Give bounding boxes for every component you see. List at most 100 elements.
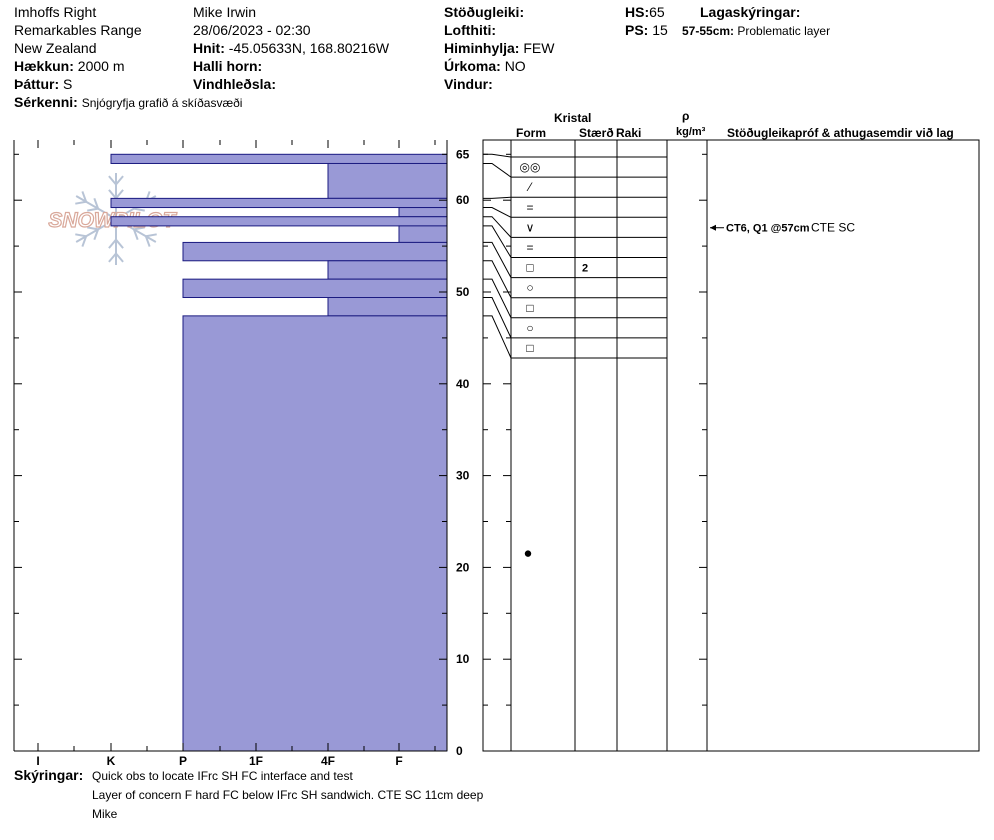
grain-form-icon: ∨ xyxy=(526,220,535,234)
grain-form-icon: ○ xyxy=(526,281,533,295)
aspect-label: Þáttur: xyxy=(14,76,60,92)
hs: HS:65 xyxy=(625,3,665,21)
ps-label: PS: xyxy=(625,22,649,38)
snowflake-branch xyxy=(108,252,117,263)
location-name: Imhoffs Right xyxy=(14,4,97,20)
hardness-layer-bar xyxy=(327,162,448,199)
snowflake-branch xyxy=(75,200,87,205)
precip-label: Úrkoma: xyxy=(444,58,501,74)
grain-form-icon: □ xyxy=(526,301,533,315)
table-frame xyxy=(482,139,980,752)
features-value: Snjógryfja grafið á skíðasvæði xyxy=(81,96,243,110)
grain-size-value: 2 xyxy=(582,263,588,275)
hardness-tick-label: 1F xyxy=(249,754,263,768)
snowflake-branch xyxy=(108,189,117,199)
depth-tick-label: 65 xyxy=(456,147,470,161)
snowflake-branch xyxy=(93,197,100,209)
snowflake-branch xyxy=(93,229,100,241)
snowflake-branch xyxy=(87,226,99,231)
hardness-tick-label: F xyxy=(395,754,402,768)
notes-line-3: Mike xyxy=(92,807,118,821)
snowflake-arm xyxy=(75,218,117,243)
hardness-tick-label: 4F xyxy=(321,754,335,768)
depth-axis: 0 10 20 30 40 50 60 65 xyxy=(14,147,707,758)
precip-value: NO xyxy=(504,58,526,74)
elevation: Hækkun: 2000 m xyxy=(14,57,125,75)
moisture-header: Raki xyxy=(616,126,642,140)
layer-table: ◎◎ ⁄ = ∨ = □ 2 ○ □ ○ □ CT6, Q1 @57cm CTE SC xyxy=(482,139,980,752)
grain-form-icon: ◎◎ xyxy=(520,160,541,174)
aspect: Þáttur: S xyxy=(14,75,72,93)
grain-form-icon: □ xyxy=(526,261,533,275)
range-name: Remarkables Range xyxy=(14,22,142,38)
snowflake-branch xyxy=(115,189,124,199)
hs-value: 65 xyxy=(649,4,665,20)
snowflake-branch xyxy=(115,175,124,186)
snowflake-branch xyxy=(81,235,88,247)
layer-connector-line xyxy=(483,241,512,278)
precipitation: Úrkoma: NO xyxy=(444,57,526,75)
features: Sérkenni: Snjógryfja grafið á skíðasvæði xyxy=(14,93,242,112)
layer-connector-line xyxy=(483,278,512,319)
legend-range: 57-55cm: xyxy=(682,24,735,38)
coords-label: Hnit: xyxy=(193,40,225,56)
density-unit: kg/m³ xyxy=(676,126,706,138)
legend-entry: 57-55cm: Problematic layer xyxy=(682,22,830,40)
grain-form-icon: ⁄ xyxy=(526,180,533,194)
test-arrow-head xyxy=(710,224,716,231)
snowflake-branch xyxy=(133,207,145,212)
hardness-layer-bar xyxy=(110,153,448,164)
layer-connector-line xyxy=(483,225,512,258)
elevation-label: Hækkun: xyxy=(14,58,74,74)
layer-rows: ◎◎ ⁄ = ∨ = □ 2 ○ □ ○ □ xyxy=(483,153,667,359)
snowflake-branch xyxy=(87,207,99,212)
coords-value: -45.05633N, 168.80216W xyxy=(228,40,390,56)
layer-connector-line xyxy=(483,216,512,238)
hardness-layer-bar xyxy=(182,278,448,299)
sky-value: FEW xyxy=(523,40,555,56)
observer-name: Mike Irwin xyxy=(193,4,257,20)
stability-label: Stöðugleiki: xyxy=(444,4,525,20)
temperature-point xyxy=(524,550,532,557)
kristal-header: Kristal xyxy=(554,111,592,125)
layer-connector-line xyxy=(483,315,512,359)
depth-tick-label: 0 xyxy=(456,744,463,758)
coordinates: Hnit: -45.05633N, 168.80216W xyxy=(193,39,389,57)
hardness-layer-bar xyxy=(398,225,448,243)
slope-label: Halli horn: xyxy=(193,58,263,74)
hardness-layer-bar xyxy=(182,315,448,752)
legend-text: Problematic layer xyxy=(737,24,831,38)
depth-tick-label: 10 xyxy=(456,652,470,666)
hardness-tick-label: I xyxy=(36,754,39,768)
notes-line-2: Layer of concern F hard FC below IFrc SH… xyxy=(92,788,484,802)
hardness-tick-label: P xyxy=(179,754,187,768)
snowflake-branch xyxy=(108,175,117,186)
snowflake-branch xyxy=(132,229,139,241)
hardness-tick-label: K xyxy=(107,754,116,768)
temperature-profile xyxy=(524,550,532,557)
legend-label: Lagaskýringar: xyxy=(700,4,801,20)
sky-cover: Himinhylja: FEW xyxy=(444,39,554,57)
country-name: New Zealand xyxy=(14,40,97,56)
layer-connector-line xyxy=(483,297,512,339)
rho-header: ρ xyxy=(682,109,690,123)
test-label: CT6, Q1 @57cm xyxy=(726,223,810,235)
air-temp-label: Lofthiti: xyxy=(444,22,497,38)
sky-label: Himinhylja: xyxy=(444,40,520,56)
notes-line-1: Quick obs to locate IFrc SH FC interface… xyxy=(92,769,353,783)
layer-connector-line xyxy=(483,260,512,298)
grain-form-icon: ○ xyxy=(526,321,533,335)
observation-datetime: 28/06/2023 - 02:30 xyxy=(193,22,311,38)
test-result: CTE SC xyxy=(811,221,855,235)
snowflake-arm xyxy=(75,195,117,220)
aspect-value: S xyxy=(63,76,73,92)
ps-value: 15 xyxy=(652,22,668,38)
hardness-layer-bar xyxy=(110,216,448,227)
snowflake-branch xyxy=(81,191,88,203)
layer-connector-line xyxy=(483,162,512,178)
notes-label: Skýringar: xyxy=(14,767,84,783)
layer-connector-line xyxy=(483,207,512,218)
hardness-axis: I K P 1F 4F F xyxy=(36,140,436,768)
snowflake-branch xyxy=(108,239,117,249)
